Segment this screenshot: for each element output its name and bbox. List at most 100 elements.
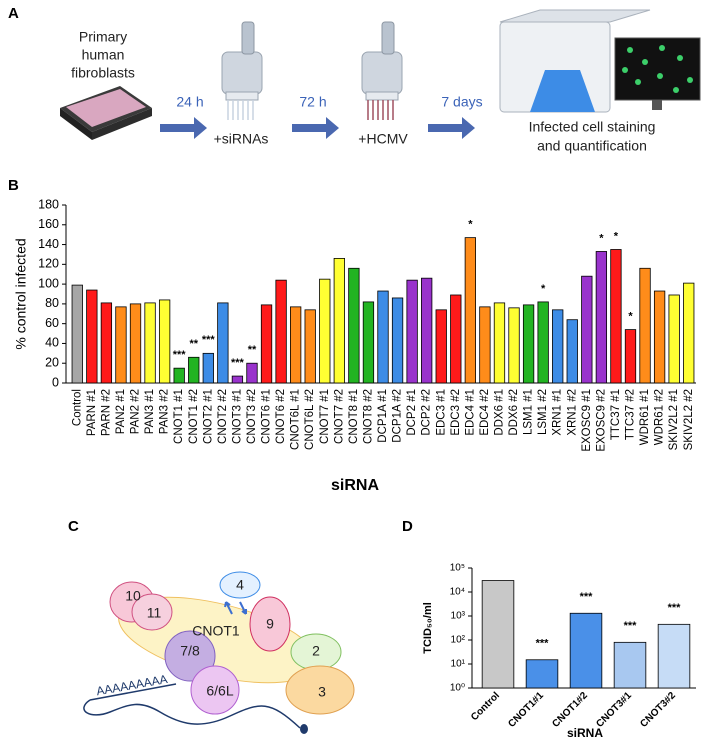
y-tick-label: 0 (52, 375, 59, 389)
bar (144, 302, 156, 384)
y-axis-label: TCID₅₀/ml (422, 602, 434, 654)
node (164, 630, 216, 682)
x-tick-label: CNOT3 #2 (246, 389, 258, 444)
y-tick-label: 120 (38, 257, 59, 271)
x-tick-label: PARN #1 (86, 389, 98, 436)
bar (610, 249, 622, 384)
x-tick-label: CNOT7 #1 (319, 389, 331, 444)
panel-label: A (8, 5, 19, 22)
bar (86, 289, 98, 384)
y-tick-label: 80 (45, 296, 59, 310)
x-tick-label: SKIV2L2 #2 (683, 389, 695, 450)
significance: * (628, 311, 633, 323)
rna-tail (83, 683, 301, 729)
y-tick-label: 10³ (451, 611, 466, 622)
cap (300, 724, 308, 734)
x-tick-label: XRN1 #2 (566, 389, 578, 436)
bar (391, 297, 404, 384)
x-tick-label: CNOT8 #1 (348, 389, 360, 444)
x-tick-label: DCP2 #2 (421, 389, 433, 436)
step-action: and quantification (537, 138, 647, 154)
bar (508, 307, 520, 384)
x-tick-label: Control (469, 690, 502, 723)
bar (481, 580, 515, 689)
bar (362, 301, 375, 384)
x-tick-label: EDC3 #2 (450, 389, 462, 436)
x-tick-label: CNOT6 #2 (275, 389, 287, 444)
step-time: 7 days (441, 94, 482, 110)
bar (188, 356, 200, 384)
bar (493, 302, 506, 384)
significance: * (614, 230, 619, 242)
x-tick-label: TTC37 #1 (610, 389, 622, 440)
poly-a-tail: AAAAAAAAA (95, 672, 168, 698)
arrows (224, 601, 247, 615)
x-tick-label: CNOT1 #1 (173, 389, 185, 444)
bar (100, 302, 113, 384)
x-tick-label: CNOT6L #2 (304, 389, 316, 450)
x-tick-label: CNOT8 #2 (362, 389, 374, 444)
arrow (428, 117, 475, 139)
bar (479, 306, 491, 384)
x-tick-label: CNOT7 #2 (333, 389, 345, 444)
x-tick-label: CNOT6 #1 (261, 389, 273, 444)
bar (421, 277, 433, 384)
x-tick-label: PAN3 #2 (159, 389, 171, 434)
arrow (160, 117, 207, 139)
y-tick-label: 100 (38, 276, 59, 290)
x-tick-label: CNOT3#2 (638, 690, 678, 730)
arrow (292, 117, 339, 139)
x-tick-label: SKIV2L2 #1 (668, 389, 680, 450)
panel-label: D (402, 518, 413, 535)
bar (595, 251, 608, 384)
x-tick-label: CNOT6L #1 (290, 389, 302, 450)
x-tick-label: CNOT3 #1 (231, 389, 243, 444)
bar (581, 275, 593, 384)
bar (653, 290, 666, 384)
significance: *** (668, 602, 682, 614)
significance: *** (580, 591, 594, 603)
x-tick-label: XRN1 #1 (552, 389, 564, 436)
x-tick-label: EXOSC9 #1 (581, 389, 593, 452)
step-action: +siRNAs (214, 131, 269, 147)
bar (464, 237, 476, 384)
x-tick-label: CNOT1 #2 (188, 389, 200, 444)
bar (450, 294, 462, 384)
bar (231, 375, 244, 384)
start-label: Primary (79, 29, 127, 45)
x-tick-label: PAN2 #2 (130, 389, 142, 434)
y-tick-label: 10⁰ (450, 683, 465, 694)
x-tick-label: CNOT1#1 (506, 690, 546, 730)
y-axis-label: % control infected (13, 238, 29, 349)
significance: *** (173, 349, 187, 361)
x-tick-label: CNOT1#2 (550, 690, 590, 730)
bar (348, 267, 360, 384)
x-tick-label: WDR61 #2 (654, 389, 666, 445)
significance: * (541, 283, 546, 295)
node-label: 7/8 (180, 643, 200, 659)
bar (202, 352, 214, 384)
bar (668, 294, 680, 384)
significance: * (599, 232, 604, 244)
node (131, 593, 173, 631)
bar (217, 302, 229, 384)
bar (624, 329, 637, 384)
x-tick-label: EDC3 #1 (435, 389, 447, 436)
bar (525, 659, 559, 689)
step-time: 24 h (176, 94, 203, 110)
node-label: 6/6L (206, 683, 233, 699)
node-label: 4 (236, 577, 244, 593)
bar (683, 282, 695, 384)
ccr4-not-diagram: 10 11 4 CNOT1 9 7/8 2 6/6L 3 AAAAAAAAA (83, 571, 355, 734)
x-tick-label: DDX6 #1 (493, 389, 505, 436)
bar (275, 279, 287, 384)
node (219, 571, 261, 599)
node-label: 9 (266, 616, 274, 632)
significance: *** (202, 334, 216, 346)
bar (71, 284, 83, 384)
bar (290, 306, 302, 384)
node-label: CNOT1 (192, 623, 240, 639)
workflow: Primary human fibroblasts 24 h +siRNAs 7… (60, 9, 701, 154)
x-tick-label: LSM1 #2 (537, 389, 549, 435)
significance: *** (231, 357, 245, 369)
